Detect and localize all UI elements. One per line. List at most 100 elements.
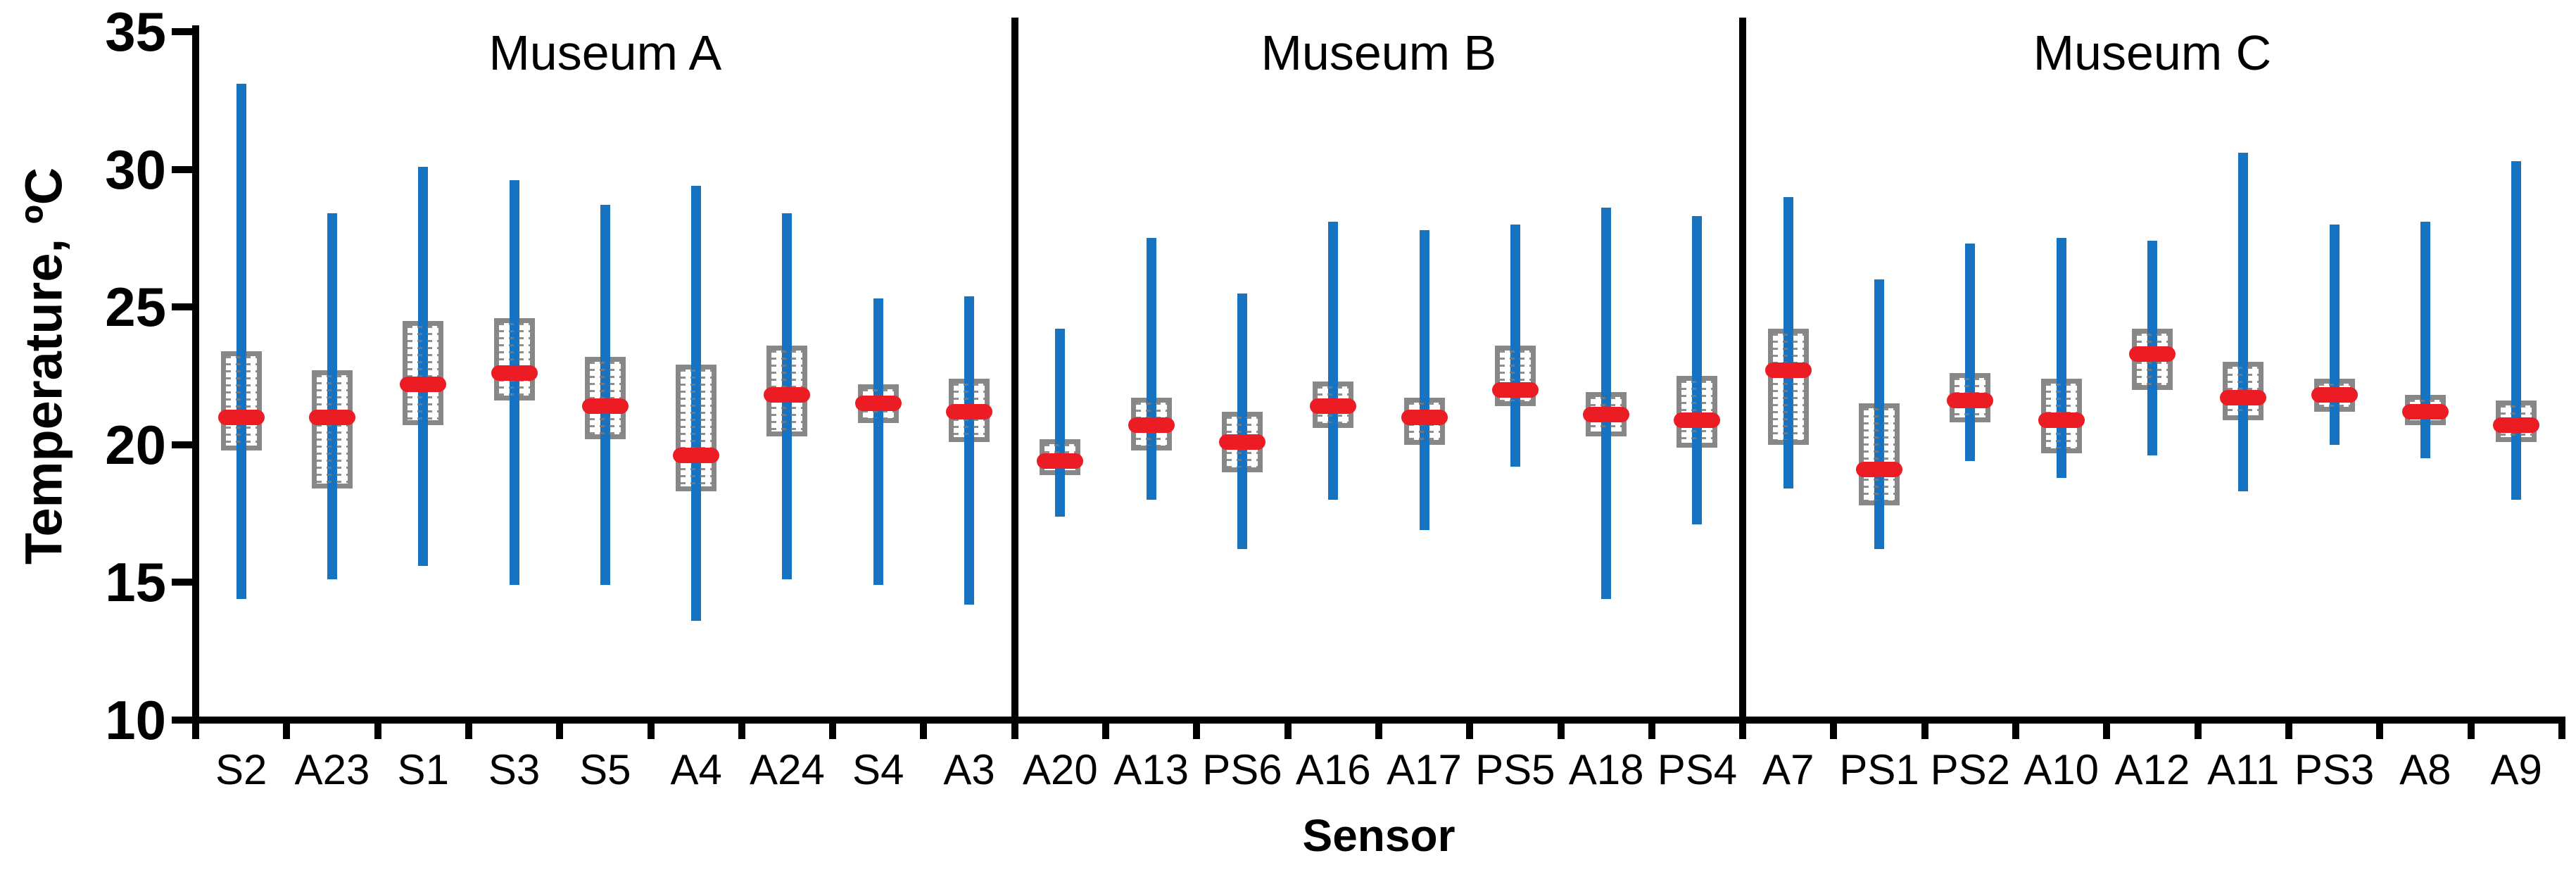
x-tick-mark xyxy=(1375,720,1382,739)
sensor-label: A12 xyxy=(2114,746,2190,793)
sensor-box-pattern xyxy=(1681,381,1713,443)
sensor-label: A24 xyxy=(750,746,825,793)
x-tick-mark xyxy=(465,720,472,739)
sensor-box-pattern xyxy=(1772,334,1804,440)
sensor-label: A16 xyxy=(1295,746,1371,793)
sensor-box-pattern xyxy=(408,325,439,421)
median-marker xyxy=(217,409,265,425)
y-axis-line xyxy=(192,25,199,724)
sensor-box-pattern xyxy=(681,370,712,487)
sensor-label: PS3 xyxy=(2294,746,2375,793)
y-tick-label: 20 xyxy=(105,413,166,476)
sensor-range-bar xyxy=(1965,244,1976,462)
x-tick-mark xyxy=(1648,720,1655,739)
x-tick-mark xyxy=(283,720,291,739)
x-tick-mark xyxy=(2285,720,2292,739)
sensor-label: A13 xyxy=(1113,746,1189,793)
sensor-label: S4 xyxy=(852,746,904,793)
sensor-label: A17 xyxy=(1387,746,1462,793)
x-tick-mark xyxy=(192,720,199,739)
sensor-label: S2 xyxy=(215,746,267,793)
group-title: Museum A xyxy=(488,25,722,80)
x-tick-mark xyxy=(374,720,381,739)
sensor-range-bar xyxy=(2511,160,2522,500)
group-title: Museum C xyxy=(2033,25,2272,80)
median-marker xyxy=(764,387,811,403)
sensor-label: A11 xyxy=(2207,746,2280,793)
sensor-label: A3 xyxy=(943,746,995,793)
sensor-label: A9 xyxy=(2490,746,2542,793)
x-tick-mark xyxy=(1466,720,1474,739)
median-marker xyxy=(2311,387,2358,403)
median-marker xyxy=(1401,409,1448,425)
x-tick-mark xyxy=(2194,720,2202,739)
group-divider xyxy=(1011,18,1018,720)
median-marker xyxy=(1310,398,1357,415)
sensor-range-bar xyxy=(1055,329,1066,517)
sensor-box-pattern xyxy=(589,361,621,434)
median-marker xyxy=(581,398,629,415)
median-marker xyxy=(1583,406,1630,422)
sensor-label: S1 xyxy=(397,746,449,793)
y-tick-mark xyxy=(172,717,196,724)
median-marker xyxy=(1128,417,1175,434)
x-tick-mark xyxy=(1557,720,1565,739)
median-marker xyxy=(1947,393,1994,409)
sensor-range-bar xyxy=(873,298,883,586)
sensor-range-bar xyxy=(1146,238,1156,500)
x-tick-mark xyxy=(2103,720,2111,739)
x-tick-mark xyxy=(1739,720,1747,739)
median-marker xyxy=(2493,417,2540,434)
sensor-label: S3 xyxy=(488,746,541,793)
x-tick-mark xyxy=(1284,720,1292,739)
x-tick-mark xyxy=(738,720,745,739)
x-tick-mark xyxy=(1193,720,1201,739)
x-tick-mark xyxy=(556,720,564,739)
y-tick-mark xyxy=(172,28,196,35)
sensor-range-bar xyxy=(2420,221,2430,459)
median-marker xyxy=(1218,434,1265,450)
y-tick-mark xyxy=(172,579,196,586)
sensor-box-pattern xyxy=(316,375,348,484)
sensor-range-bar xyxy=(2238,153,2249,492)
median-marker xyxy=(2401,403,2449,420)
sensor-label: PS5 xyxy=(1475,746,1555,793)
median-marker xyxy=(491,365,538,382)
x-tick-mark xyxy=(1921,720,1928,739)
sensor-label: PS1 xyxy=(1839,746,1919,793)
x-tick-mark xyxy=(2467,720,2475,739)
median-marker xyxy=(308,409,355,425)
group-title: Museum B xyxy=(1261,25,1497,80)
median-marker xyxy=(673,448,720,464)
median-marker xyxy=(2038,412,2085,428)
x-tick-mark xyxy=(1011,720,1018,739)
median-marker xyxy=(2220,390,2267,406)
sensor-label: S5 xyxy=(579,746,631,793)
x-tick-mark xyxy=(647,720,655,739)
sensor-range-bar xyxy=(236,84,246,599)
sensor-range-bar xyxy=(1328,221,1339,500)
sensor-label: A20 xyxy=(1022,746,1098,793)
sensor-box-pattern xyxy=(225,355,257,446)
y-tick-mark xyxy=(172,441,196,448)
median-marker xyxy=(1764,362,1812,379)
x-tick-mark xyxy=(920,720,928,739)
x-tick-mark xyxy=(2012,720,2019,739)
sensor-range-bar xyxy=(1510,224,1520,467)
sensor-label: PS4 xyxy=(1657,746,1738,793)
sensor-box-pattern xyxy=(1864,408,1895,500)
median-marker xyxy=(854,396,902,412)
y-tick-label: 15 xyxy=(105,551,166,614)
y-tick-label: 10 xyxy=(105,689,166,751)
median-marker xyxy=(1037,453,1084,469)
sensor-label: A18 xyxy=(1568,746,1644,793)
x-tick-mark xyxy=(2376,720,2384,739)
x-tick-mark xyxy=(1102,720,1109,739)
y-tick-label: 35 xyxy=(105,1,166,63)
sensor-label: A4 xyxy=(670,746,722,793)
group-divider xyxy=(1739,18,1747,720)
y-tick-label: 25 xyxy=(105,276,166,339)
sensor-label: A8 xyxy=(2399,746,2451,793)
